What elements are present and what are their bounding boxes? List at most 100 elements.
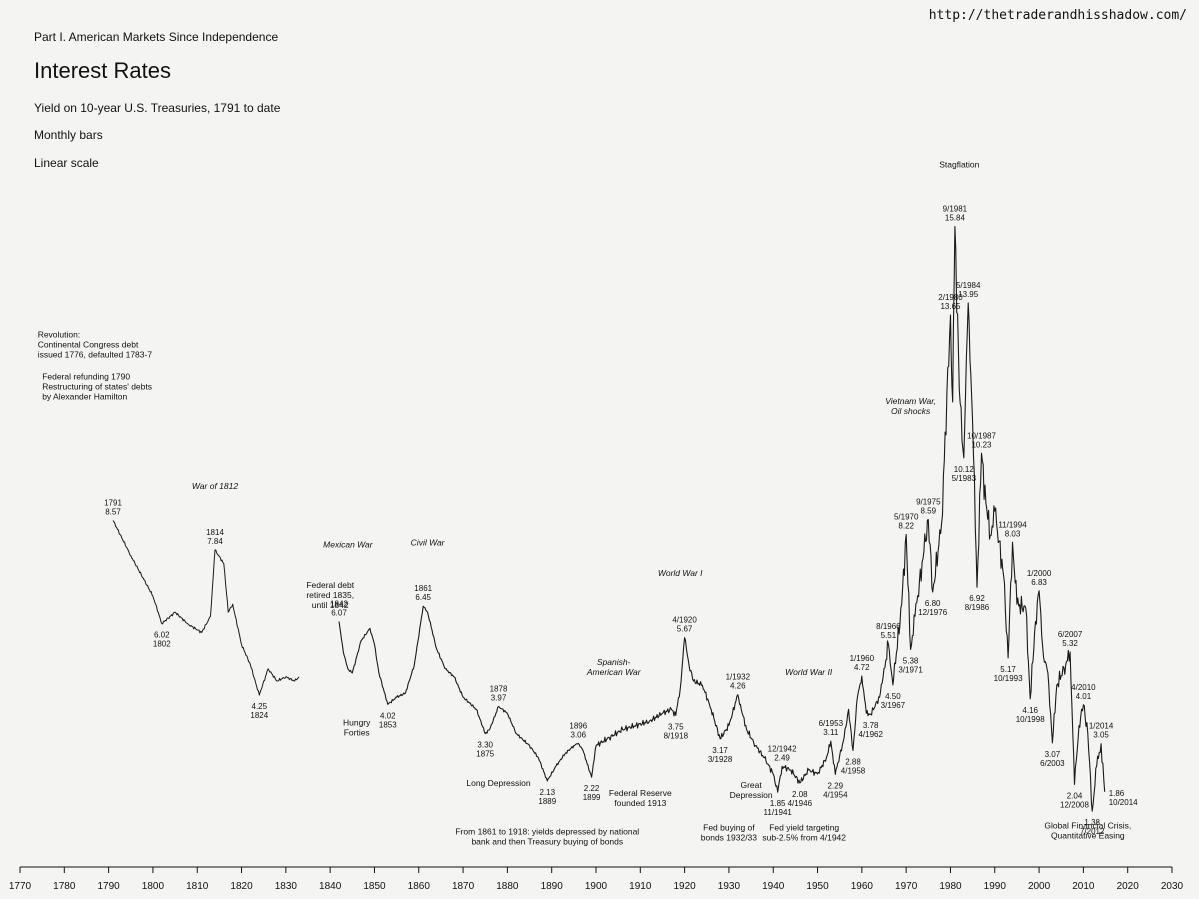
point-annotation: 4/1920 bbox=[672, 616, 697, 625]
event-annotation: Forties bbox=[344, 728, 370, 738]
point-annotation: 13.95 bbox=[958, 290, 979, 299]
event-annotations: Revolution:Continental Congress debtissu… bbox=[38, 159, 1132, 846]
event-annotation: Hungry bbox=[343, 718, 371, 728]
event-annotation: Depression bbox=[730, 790, 773, 800]
point-annotation: 1861 bbox=[414, 584, 432, 593]
point-annotation: 10.23 bbox=[971, 440, 992, 449]
x-tick-label: 1990 bbox=[984, 881, 1007, 892]
x-tick-label: 1790 bbox=[97, 881, 120, 892]
point-annotation: 1889 bbox=[538, 797, 556, 806]
point-annotation: 4/2010 bbox=[1071, 683, 1096, 692]
point-annotation: 10/1987 bbox=[967, 431, 996, 440]
point-annotation: 1842 bbox=[330, 600, 348, 609]
point-annotation: 2.49 bbox=[774, 753, 790, 762]
event-annotation: Fed buying of bbox=[703, 823, 755, 833]
point-annotation: 4.02 bbox=[380, 711, 396, 720]
point-annotation: 4.25 bbox=[252, 702, 268, 711]
event-annotation: World War I bbox=[658, 568, 703, 578]
x-tick-label: 1960 bbox=[851, 881, 874, 892]
point-annotation: 7/2012 bbox=[1080, 827, 1105, 836]
x-tick-label: 2020 bbox=[1117, 881, 1140, 892]
point-annotation: 6.02 bbox=[154, 631, 170, 640]
point-annotation: 6/2003 bbox=[1040, 759, 1065, 768]
point-annotation: 6/2007 bbox=[1058, 630, 1083, 639]
point-annotation: 8/1918 bbox=[664, 731, 689, 740]
event-annotation: American War bbox=[586, 667, 642, 677]
event-annotation: Restructuring of states' debts bbox=[42, 382, 152, 392]
point-annotation: 4.72 bbox=[854, 663, 870, 672]
point-annotation: 1/1932 bbox=[726, 673, 751, 682]
series-label: Part I. American Markets Since Independe… bbox=[34, 30, 279, 44]
point-annotation: 1814 bbox=[206, 528, 224, 537]
point-annotation: 11/1941 bbox=[764, 808, 793, 817]
point-annotation: 1878 bbox=[490, 685, 508, 694]
point-annotation: 8/1986 bbox=[965, 603, 990, 612]
x-tick-label: 1850 bbox=[363, 881, 386, 892]
point-annotation: 3.97 bbox=[491, 694, 507, 703]
point-annotation: 1.86 bbox=[1109, 789, 1125, 798]
x-tick-label: 1910 bbox=[629, 881, 652, 892]
chart-subtitle: Yield on 10-year U.S. Treasuries, 1791 t… bbox=[34, 101, 281, 115]
event-annotation: From 1861 to 1918: yields depressed by n… bbox=[455, 827, 639, 837]
point-annotation: 12/1976 bbox=[918, 608, 947, 617]
point-annotation: 3.30 bbox=[477, 741, 493, 750]
point-annotation: 9/1981 bbox=[943, 205, 968, 214]
point-annotation: 6.07 bbox=[331, 609, 347, 618]
point-annotation: 4.26 bbox=[730, 682, 746, 691]
event-annotation: Federal refunding 1790 bbox=[42, 372, 130, 382]
point-annotation: 6.80 bbox=[925, 599, 941, 608]
event-annotation: War of 1812 bbox=[192, 481, 238, 491]
point-annotation: 1896 bbox=[569, 721, 587, 730]
scale-note: Linear scale bbox=[34, 156, 99, 170]
point-annotation: 5.17 bbox=[1000, 665, 1016, 674]
point-annotation: 5/1984 bbox=[956, 281, 981, 290]
x-tick-label: 2030 bbox=[1161, 881, 1184, 892]
point-annotation: 8.03 bbox=[1005, 529, 1021, 538]
x-tick-label: 2010 bbox=[1072, 881, 1095, 892]
point-annotation: 3/1971 bbox=[898, 665, 923, 674]
point-annotation: 8.57 bbox=[105, 508, 121, 517]
point-annotation: 8.59 bbox=[921, 507, 937, 516]
point-annotation: 5/1970 bbox=[894, 513, 919, 522]
point-annotation: 5.32 bbox=[1062, 639, 1078, 648]
x-tick-label: 1880 bbox=[496, 881, 519, 892]
point-annotation: 5.38 bbox=[903, 656, 919, 665]
point-annotation: 2.13 bbox=[540, 788, 556, 797]
point-annotation: 2.29 bbox=[828, 781, 844, 790]
point-annotation: 9/1975 bbox=[916, 498, 941, 507]
point-annotation: 10/2014 bbox=[1109, 798, 1138, 807]
point-annotation: 2.04 bbox=[1067, 792, 1083, 801]
event-annotation: Quantitative Easing bbox=[1051, 831, 1125, 841]
point-annotation: 15.84 bbox=[945, 214, 966, 223]
point-annotation: 3.05 bbox=[1093, 731, 1109, 740]
point-annotation: 1/2014 bbox=[1089, 722, 1114, 731]
source-url[interactable]: http://thetraderandhisshadow.com/ bbox=[928, 8, 1187, 23]
point-annotation: 1899 bbox=[583, 793, 601, 802]
event-annotation: issued 1776, defaulted 1783-7 bbox=[38, 349, 153, 359]
point-annotation: 5.51 bbox=[881, 631, 897, 640]
page-title: Interest Rates bbox=[34, 58, 171, 83]
point-annotation: 3/1928 bbox=[708, 755, 733, 764]
point-annotation: 4.01 bbox=[1076, 692, 1092, 701]
point-annotation: 12/2008 bbox=[1060, 801, 1089, 810]
x-tick-label: 2000 bbox=[1028, 881, 1051, 892]
point-annotation: 3/1967 bbox=[881, 701, 906, 710]
point-annotation: 2.08 bbox=[792, 790, 808, 799]
x-tick-label: 1890 bbox=[541, 881, 564, 892]
point-annotation: 4/1962 bbox=[858, 730, 883, 739]
point-annotation: 11/1994 bbox=[998, 520, 1027, 529]
event-annotation: World War II bbox=[785, 667, 833, 677]
event-annotation: founded 1913 bbox=[614, 798, 666, 808]
point-annotation: 1.38 bbox=[1084, 818, 1100, 827]
event-annotation: Mexican War bbox=[323, 540, 374, 550]
point-annotation: 7.84 bbox=[207, 537, 223, 546]
point-annotation: 10/1998 bbox=[1016, 715, 1045, 724]
point-annotation: 1853 bbox=[379, 720, 397, 729]
event-annotation: Great bbox=[740, 780, 762, 790]
event-annotation: retired 1835, bbox=[306, 590, 354, 600]
event-annotation: Long Depression bbox=[466, 778, 531, 788]
point-annotation: 1875 bbox=[476, 750, 494, 759]
x-tick-label: 1800 bbox=[142, 881, 165, 892]
point-annotation: 6.83 bbox=[1031, 578, 1047, 587]
